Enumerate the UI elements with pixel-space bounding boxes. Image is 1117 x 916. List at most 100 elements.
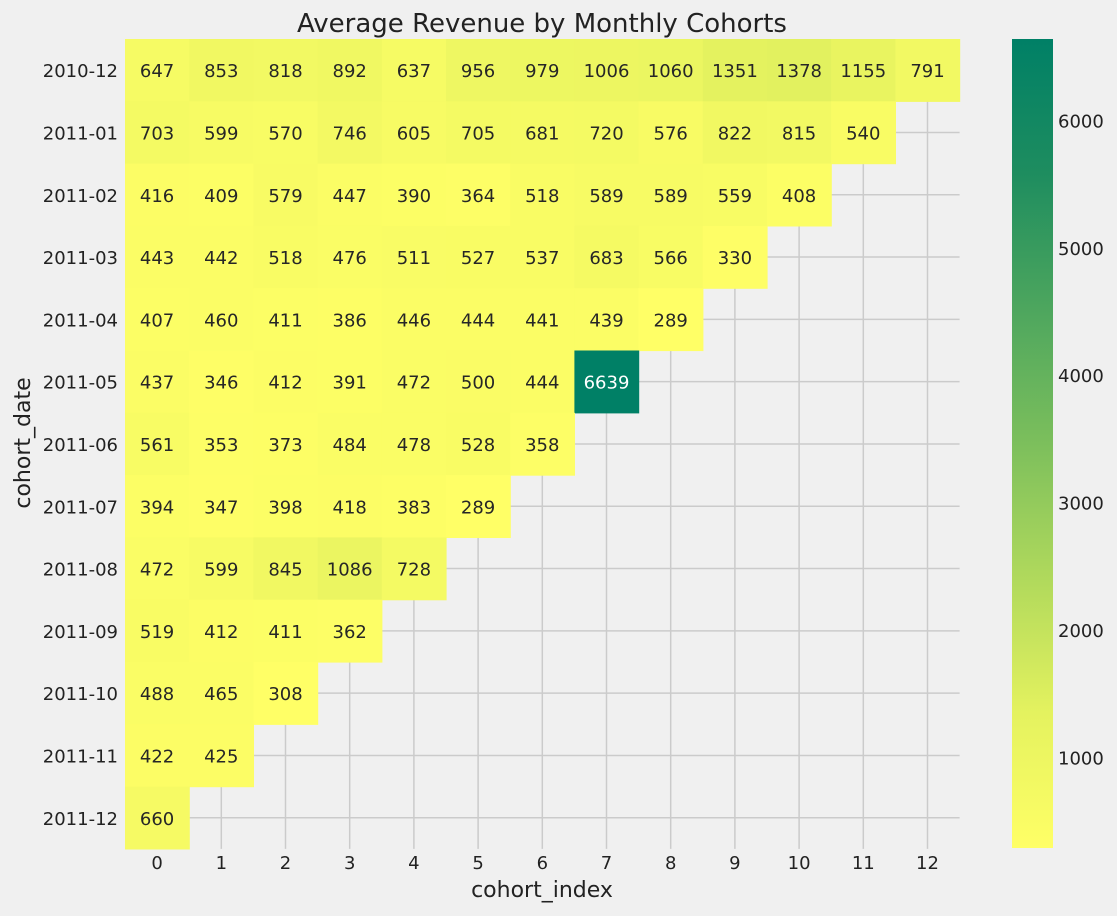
heatmap-cell: [638, 39, 704, 102]
cell-value-label: 308: [268, 684, 302, 705]
heatmap-cell: [125, 475, 190, 538]
cell-value-label: 1006: [584, 61, 630, 82]
heatmap-cell: [253, 412, 319, 476]
heatmap-cell: [574, 101, 640, 165]
cell-value-label: 330: [718, 248, 752, 269]
heatmap-cell: [574, 350, 640, 414]
cell-value-label: 1086: [327, 560, 373, 581]
heatmap-cell: [189, 412, 254, 476]
cell-value-label: 437: [140, 373, 174, 394]
cell-value-label: 570: [268, 123, 302, 144]
cell-value-label: 439: [589, 310, 623, 331]
heatmap-cell: [189, 39, 254, 102]
cell-value-label: 394: [140, 497, 174, 518]
y-tick-label: 2011-03: [43, 248, 118, 269]
heatmap-cell: [253, 475, 319, 538]
heatmap-cell: [125, 724, 190, 788]
heatmap-cell: [125, 599, 190, 663]
heatmap-cell: [446, 288, 511, 352]
cell-value-label: 703: [140, 123, 174, 144]
heatmap-cell: [767, 163, 832, 227]
cell-value-label: 412: [204, 622, 238, 643]
y-tick-label: 2011-11: [43, 746, 118, 767]
y-tick-label: 2011-04: [43, 310, 118, 331]
heatmap-cell: [767, 101, 832, 165]
heatmap-cell: [510, 288, 575, 352]
heatmap-cells: [125, 39, 961, 850]
colorbar-tick-label: 4000: [1058, 366, 1104, 387]
heatmap-cell: [510, 163, 575, 227]
cell-value-label: 519: [140, 622, 174, 643]
cell-value-label: 853: [204, 61, 238, 82]
heatmap-cell: [125, 288, 190, 352]
heatmap-cell: [446, 39, 511, 102]
heatmap-cell: [381, 225, 447, 289]
heatmap-cell: [574, 288, 640, 352]
y-tick-label: 2011-08: [43, 560, 118, 581]
heatmap-cell: [702, 39, 768, 102]
heatmap-cell: [510, 39, 575, 102]
heatmap-cell: [381, 475, 447, 538]
y-tick-label: 2011-09: [43, 622, 118, 643]
cell-value-label: 460: [204, 310, 238, 331]
x-tick-label: 4: [408, 853, 419, 874]
y-axis-label: cohort_date: [11, 377, 36, 508]
heatmap-cell: [253, 163, 319, 227]
heatmap-cell: [125, 786, 190, 850]
cell-value-label: 411: [268, 622, 302, 643]
cell-value-label: 845: [268, 560, 302, 581]
heatmap-cell: [381, 537, 447, 601]
cell-value-label: 511: [397, 248, 431, 269]
heatmap-cell: [253, 537, 319, 601]
y-tick-label: 2011-07: [43, 497, 118, 518]
cell-value-label: 746: [333, 123, 367, 144]
y-tick-label: 2011-06: [43, 435, 118, 456]
heatmap-cell: [381, 163, 447, 227]
heatmap-cell: [510, 350, 575, 414]
cell-value-label: 289: [461, 497, 495, 518]
cell-value-label: 705: [461, 123, 495, 144]
heatmap-cell: [253, 288, 319, 352]
cell-value-label: 488: [140, 684, 174, 705]
heatmap-cell: [446, 412, 511, 476]
cell-value-labels: 647 853 818 892 637 956 979 1006 1060 1351 1378 115…: [140, 61, 945, 830]
colorbar-tick-label: 3000: [1058, 494, 1104, 515]
cell-value-label: 390: [397, 186, 431, 207]
cell-value-label: 1060: [648, 61, 694, 82]
cell-value-label: 660: [140, 809, 174, 830]
cell-value-label: 411: [268, 310, 302, 331]
cell-value-label: 442: [204, 248, 238, 269]
x-tick-label: 2: [280, 853, 291, 874]
heatmap-cell: [702, 225, 768, 289]
colorbar: [1012, 39, 1053, 848]
cell-value-label: 815: [782, 123, 816, 144]
colorbar-tick-label: 6000: [1058, 111, 1104, 132]
heatmap-cell: [253, 662, 319, 725]
colorbar-tick-label: 1000: [1058, 748, 1104, 769]
heatmap-cell: [125, 225, 190, 289]
colorbar-tick-label: 2000: [1058, 621, 1104, 642]
heatmap-cell: [638, 163, 704, 227]
cell-value-label: 576: [654, 123, 688, 144]
x-tick-label: 0: [151, 853, 162, 874]
cell-value-label: 478: [397, 435, 431, 456]
cell-value-label: 561: [140, 435, 174, 456]
heatmap-cell: [189, 225, 254, 289]
cell-value-label: 527: [461, 248, 495, 269]
cell-value-label: 364: [461, 186, 495, 207]
cell-value-label: 446: [397, 310, 431, 331]
cell-value-label: 791: [910, 61, 944, 82]
cell-value-label: 537: [525, 248, 559, 269]
heatmap-cell: [189, 475, 254, 538]
heatmap-cell: [253, 599, 319, 663]
heatmap-cell: [317, 412, 383, 476]
heatmap-cell: [638, 288, 704, 352]
x-tick-label: 7: [601, 853, 612, 874]
cell-value-label: 373: [268, 435, 302, 456]
heatmap-cell: [189, 163, 254, 227]
x-tick-label: 6: [537, 853, 548, 874]
cell-value-label: 605: [397, 123, 431, 144]
x-tick-label: 5: [472, 853, 483, 874]
cell-value-label: 589: [654, 186, 688, 207]
